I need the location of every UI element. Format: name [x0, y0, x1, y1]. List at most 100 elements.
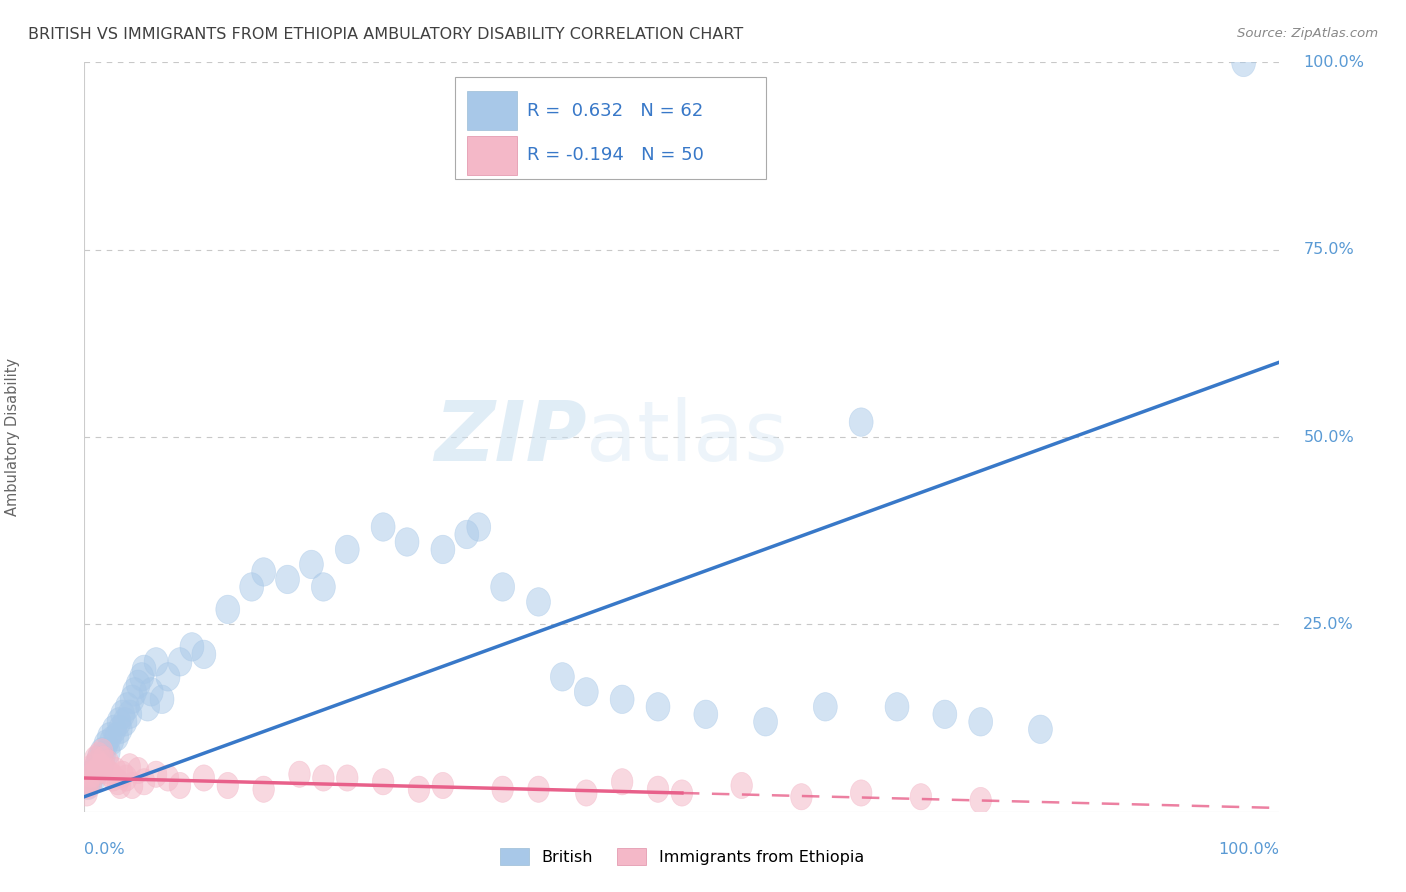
Ellipse shape: [647, 692, 671, 721]
Ellipse shape: [336, 535, 360, 564]
Ellipse shape: [492, 776, 513, 803]
Text: 100.0%: 100.0%: [1219, 842, 1279, 856]
Ellipse shape: [180, 632, 204, 661]
Text: 50.0%: 50.0%: [1303, 430, 1354, 444]
Ellipse shape: [118, 700, 142, 729]
Ellipse shape: [456, 520, 479, 549]
Ellipse shape: [217, 595, 240, 624]
Ellipse shape: [134, 769, 155, 795]
Ellipse shape: [969, 707, 993, 736]
Ellipse shape: [80, 769, 103, 795]
Ellipse shape: [145, 761, 167, 788]
Ellipse shape: [432, 772, 454, 798]
Ellipse shape: [336, 765, 359, 791]
Text: 0.0%: 0.0%: [84, 842, 125, 856]
Ellipse shape: [814, 692, 838, 721]
Text: 75.0%: 75.0%: [1303, 243, 1354, 257]
Ellipse shape: [80, 761, 101, 788]
Ellipse shape: [934, 700, 957, 729]
Ellipse shape: [527, 588, 551, 616]
Text: 100.0%: 100.0%: [1303, 55, 1364, 70]
Ellipse shape: [371, 513, 395, 541]
Ellipse shape: [103, 715, 127, 744]
Ellipse shape: [467, 513, 491, 541]
Ellipse shape: [76, 772, 100, 800]
Ellipse shape: [90, 738, 114, 766]
Ellipse shape: [84, 753, 108, 781]
Ellipse shape: [80, 760, 104, 789]
Ellipse shape: [96, 738, 121, 766]
Ellipse shape: [671, 780, 693, 806]
Ellipse shape: [432, 535, 456, 564]
Ellipse shape: [1029, 715, 1053, 744]
Ellipse shape: [90, 754, 112, 780]
Ellipse shape: [76, 780, 97, 806]
Ellipse shape: [87, 757, 108, 784]
Ellipse shape: [886, 692, 910, 721]
Ellipse shape: [156, 663, 180, 691]
FancyBboxPatch shape: [467, 136, 517, 175]
Ellipse shape: [86, 756, 110, 785]
Ellipse shape: [86, 750, 107, 776]
Ellipse shape: [193, 765, 215, 791]
Ellipse shape: [111, 700, 135, 729]
Ellipse shape: [612, 769, 633, 795]
Ellipse shape: [89, 753, 112, 781]
Ellipse shape: [150, 685, 174, 714]
Text: ZIP: ZIP: [433, 397, 586, 477]
Ellipse shape: [100, 726, 124, 755]
Ellipse shape: [910, 784, 932, 810]
Text: R =  0.632   N = 62: R = 0.632 N = 62: [527, 103, 703, 120]
Ellipse shape: [527, 776, 550, 803]
Ellipse shape: [115, 692, 139, 721]
Ellipse shape: [121, 772, 143, 798]
Ellipse shape: [120, 754, 141, 780]
Ellipse shape: [551, 663, 575, 691]
Ellipse shape: [112, 707, 136, 736]
Ellipse shape: [103, 765, 124, 791]
Ellipse shape: [970, 788, 991, 814]
Ellipse shape: [408, 776, 430, 803]
Ellipse shape: [83, 761, 104, 788]
Ellipse shape: [395, 528, 419, 557]
Ellipse shape: [276, 566, 299, 594]
Text: Ambulatory Disability: Ambulatory Disability: [6, 358, 20, 516]
Ellipse shape: [91, 739, 112, 765]
Ellipse shape: [312, 573, 336, 601]
Ellipse shape: [849, 408, 873, 436]
Ellipse shape: [136, 692, 160, 721]
Ellipse shape: [127, 670, 150, 698]
Ellipse shape: [647, 776, 669, 803]
Ellipse shape: [97, 723, 121, 751]
Ellipse shape: [87, 745, 111, 773]
Ellipse shape: [110, 772, 131, 798]
Ellipse shape: [312, 765, 335, 791]
Ellipse shape: [169, 772, 191, 798]
Ellipse shape: [115, 765, 136, 791]
Ellipse shape: [121, 685, 145, 714]
Ellipse shape: [132, 655, 156, 683]
FancyBboxPatch shape: [467, 91, 517, 130]
Ellipse shape: [157, 765, 179, 791]
Ellipse shape: [79, 765, 100, 791]
Ellipse shape: [122, 678, 146, 706]
FancyBboxPatch shape: [456, 78, 766, 178]
Ellipse shape: [731, 772, 752, 798]
Ellipse shape: [100, 761, 121, 788]
Text: atlas: atlas: [586, 397, 787, 477]
Ellipse shape: [575, 678, 599, 706]
Ellipse shape: [240, 573, 264, 601]
Ellipse shape: [169, 648, 191, 676]
Text: R = -0.194   N = 50: R = -0.194 N = 50: [527, 146, 703, 164]
Ellipse shape: [695, 700, 718, 729]
Ellipse shape: [91, 741, 115, 770]
Ellipse shape: [93, 746, 114, 772]
Ellipse shape: [94, 730, 118, 758]
Ellipse shape: [252, 558, 276, 586]
Ellipse shape: [288, 761, 311, 788]
Ellipse shape: [129, 663, 153, 691]
Ellipse shape: [82, 764, 105, 792]
Ellipse shape: [82, 754, 104, 780]
Ellipse shape: [89, 742, 110, 769]
Ellipse shape: [96, 757, 117, 784]
